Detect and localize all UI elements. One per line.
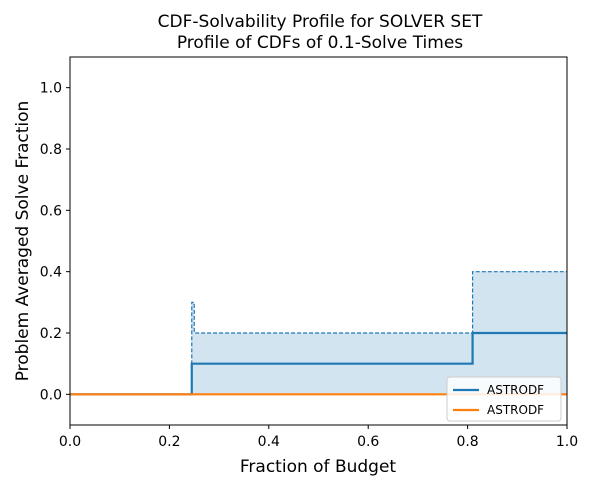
y-axis-label: Problem Averaged Solve Fraction [13,101,33,382]
legend-label-1: ASTRODF [487,383,544,397]
legend-label-2: ASTRODF [487,403,544,417]
chart-subtitle: Profile of CDFs of 0.1-Solve Times [177,33,463,53]
plot-frame [69,56,568,426]
y-tick-label: 0.4 [40,265,62,281]
x-tick-label: 0.4 [258,434,280,450]
x-tick-label: 0.8 [456,434,478,450]
y-tick-label: 0.2 [40,326,62,342]
y-tick-label: 0.6 [40,203,62,219]
x-tick-label: 0.6 [357,434,379,450]
chart-title: CDF-Solvability Profile for SOLVER SET [158,12,483,32]
x-tick-label: 0.0 [59,434,81,450]
x-axis-ticks: 0.0 0.2 0.4 0.6 0.8 1.0 [59,425,578,450]
y-tick-label: 1.0 [40,81,62,97]
legend: ASTRODF ASTRODF [446,376,562,422]
y-tick-label: 0.8 [40,142,62,158]
plot-content [70,271,567,396]
x-tick-label: 0.2 [158,434,180,450]
x-axis-label: Fraction of Budget [240,457,397,477]
y-tick-label: 0.0 [40,387,62,403]
x-tick-label: 1.0 [556,434,578,450]
band-upper-dashed [191,271,567,395]
plot-area [70,271,567,396]
y-axis-ticks: 0.0 0.2 0.4 0.6 0.8 1.0 [40,81,70,403]
